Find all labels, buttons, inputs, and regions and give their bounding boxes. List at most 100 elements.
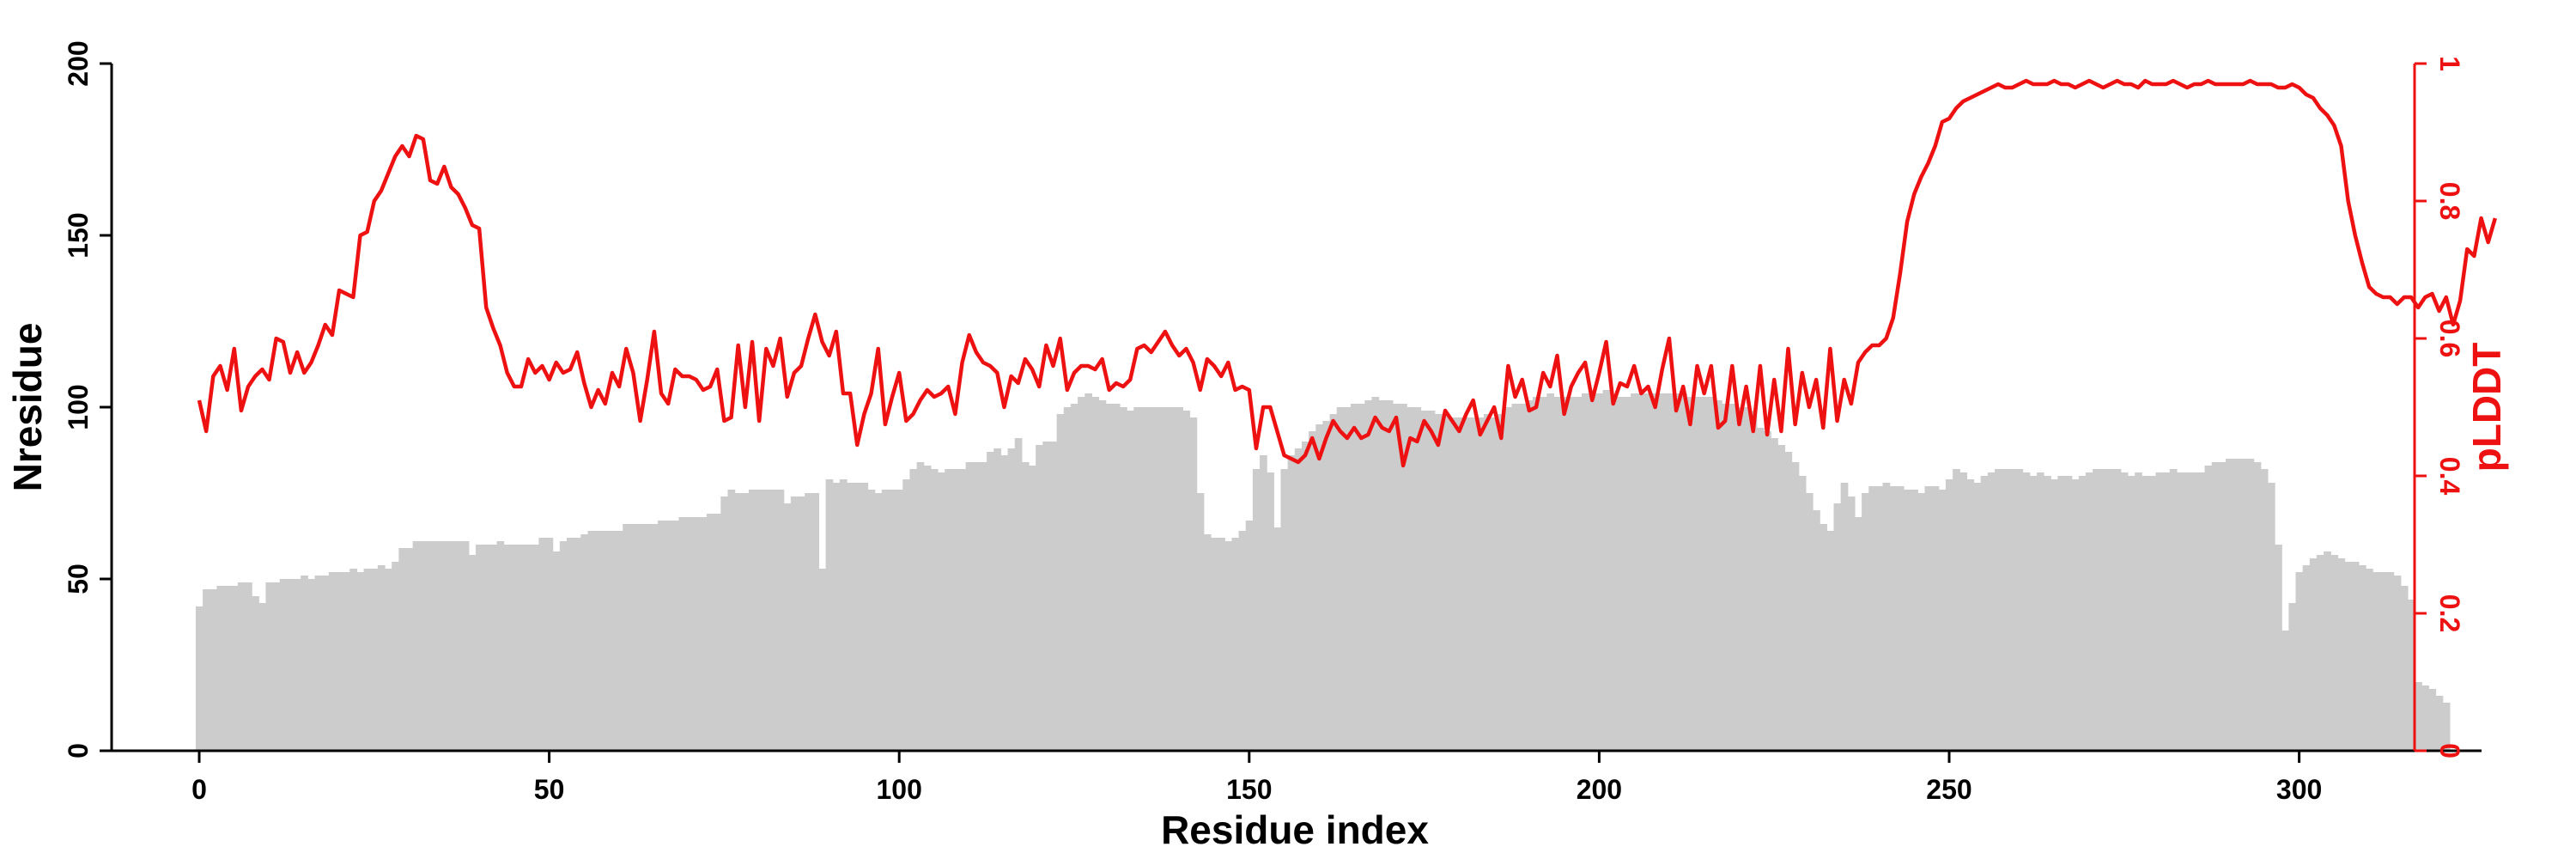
bar [1525,400,1534,751]
bar [923,466,932,751]
bar [1742,407,1751,751]
bar [2204,466,2213,751]
bar [811,493,820,751]
bar [2316,555,2324,751]
bar [328,572,337,751]
bar [580,534,589,751]
bar [1133,407,1142,751]
bar [783,503,792,751]
y2-axis-ticks: 0 0.2 0.4 0.6 0.8 1 [2415,56,2465,758]
bar [1854,517,1862,751]
bar [1491,417,1498,751]
bar [265,582,274,751]
bar [2071,479,2080,751]
bar [2211,462,2220,751]
bar [1602,390,1611,751]
bar [2162,472,2171,751]
bar [727,490,736,751]
bar [1791,462,1800,751]
bar [1609,397,1618,751]
x-axis-label: Residue index [1161,807,1429,852]
bar [392,562,399,751]
bar [1924,486,1933,751]
bar [1343,407,1352,751]
bar [643,524,652,751]
bar [2120,472,2129,751]
bar [993,448,1001,751]
bar [1953,469,1960,751]
bar [1070,404,1078,751]
y-tick-label: 150 [63,212,94,258]
bar [1000,455,1009,751]
bar [916,462,925,751]
bar [1840,483,1849,751]
bar [2057,476,2066,751]
bar [468,555,477,751]
bar [741,493,750,751]
x-tick-label: 150 [1226,774,1272,805]
bar [587,531,596,751]
bar [685,517,694,751]
bar [1798,476,1807,751]
bar [476,545,483,751]
bar [1469,417,1478,751]
bar [1169,407,1176,751]
bar [2044,476,2051,751]
bar [1182,411,1191,751]
bar [1833,503,1842,751]
bar [888,490,896,751]
bar [1631,393,1638,751]
bar [2022,472,2031,751]
bar [2135,472,2142,751]
bar [447,541,456,751]
bar [707,514,714,751]
bar [951,469,960,751]
bar [1427,411,1436,751]
bar [301,576,308,751]
bar [2267,483,2275,751]
bar [510,545,519,751]
bar [769,490,778,751]
bar [1820,524,1827,751]
bar [1140,407,1149,751]
bar [377,565,386,751]
bar [1805,493,1814,751]
bar [1616,397,1625,751]
bar [1582,393,1589,751]
bar [854,483,861,751]
bar [1364,400,1373,751]
bar [203,589,210,751]
bar [1749,411,1758,751]
bar [1756,428,1765,751]
bar [762,490,770,751]
bar [1771,438,1778,751]
bar [1434,414,1443,751]
bar [1680,393,1687,751]
bar [958,469,967,751]
bar [1462,417,1471,751]
bar [2169,469,2178,751]
bar [1707,397,1716,751]
bar [930,469,939,751]
bar [1406,407,1414,751]
bar [748,490,756,751]
bar [1540,397,1547,751]
bar [1098,400,1107,751]
bar [1567,397,1576,751]
bar [566,538,574,751]
bar [223,586,232,751]
bar [1036,445,1043,751]
bar [343,572,350,751]
bar [692,517,701,751]
y2-tick-label: 0.4 [2434,457,2465,496]
bar [1875,486,1884,751]
bar [419,541,428,751]
bar [440,541,448,751]
bar [426,541,434,751]
bar [1413,407,1422,751]
bar [2288,603,2297,751]
bar [1378,400,1387,751]
bar [2176,472,2184,751]
bar [349,569,358,751]
y2-tick-label: 0.8 [2434,182,2465,220]
